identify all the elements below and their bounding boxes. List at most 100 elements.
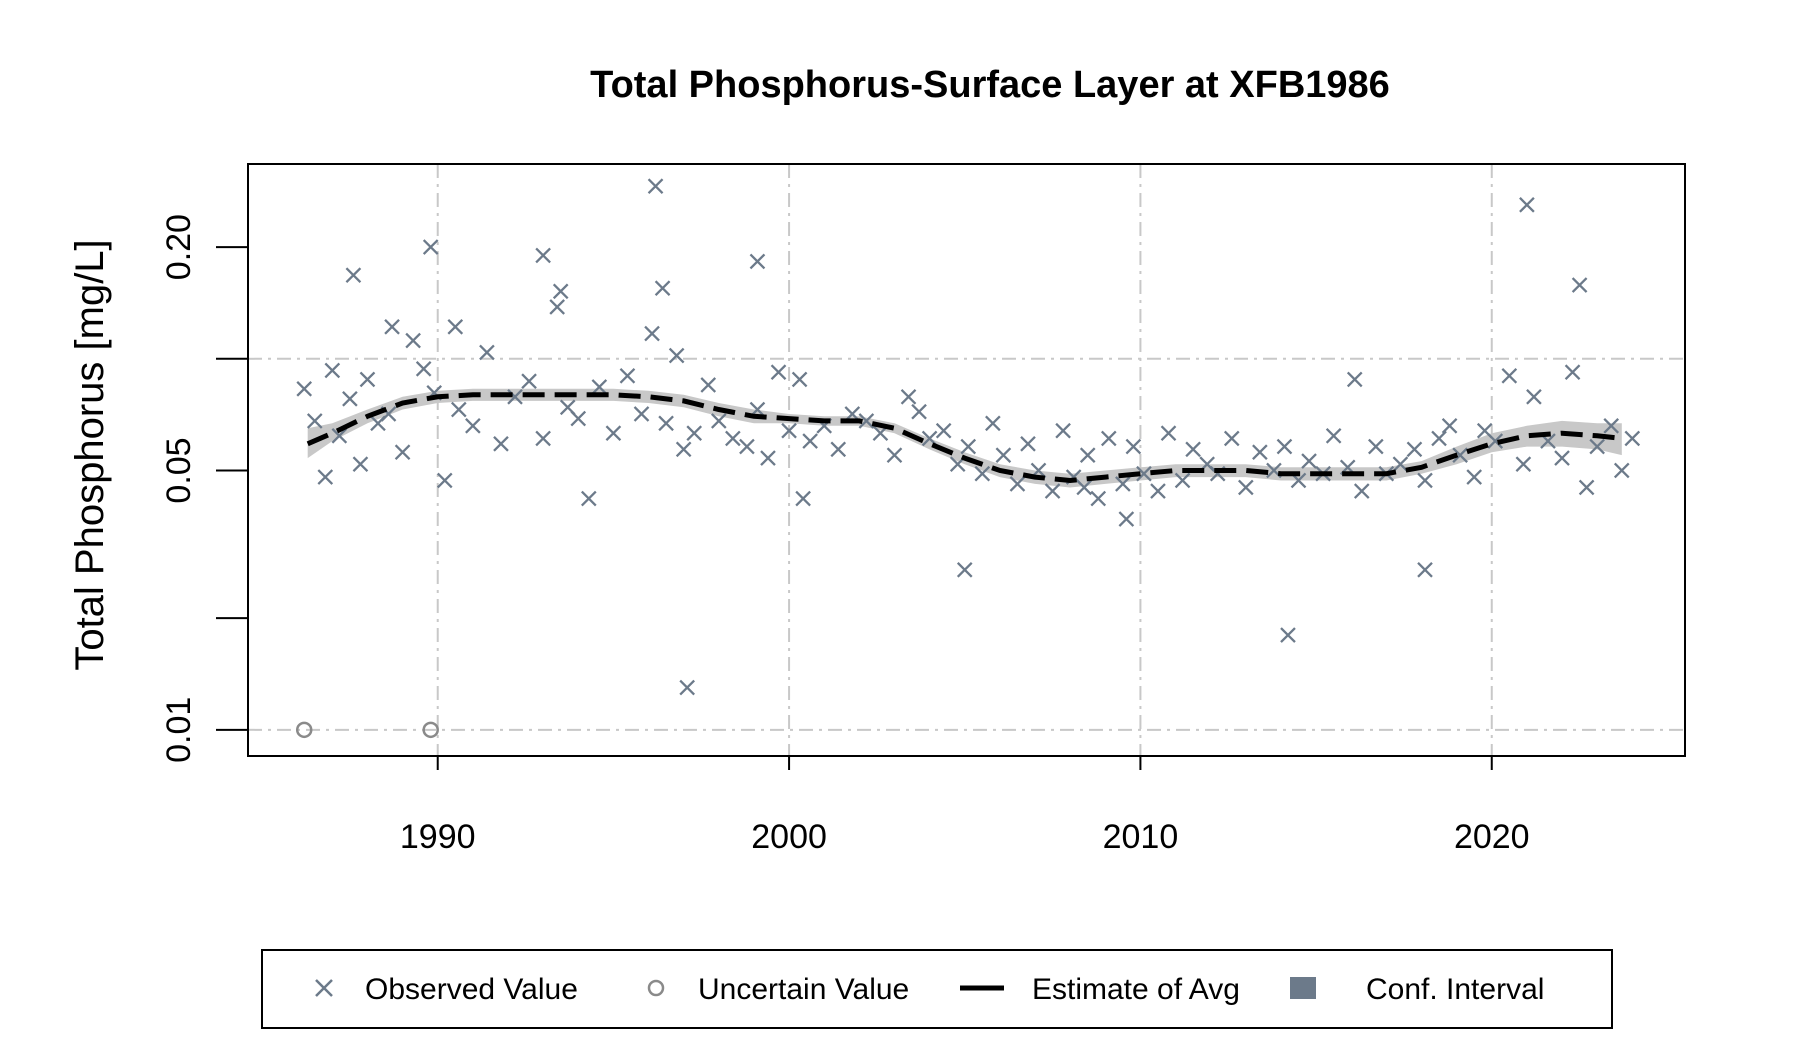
- observed-point: [900, 388, 917, 405]
- observed-point: [1174, 472, 1191, 489]
- observed-point: [342, 391, 358, 407]
- observed-point: [1406, 441, 1423, 458]
- observed-point: [296, 381, 313, 397]
- observed-points: [296, 178, 1641, 696]
- observed-point: [405, 332, 421, 349]
- x-tick-label-2020: 2020: [1454, 818, 1530, 856]
- observed-point: [686, 425, 703, 442]
- observed-point: [1301, 453, 1317, 469]
- observed-point: [1392, 456, 1409, 472]
- observed-point: [1589, 438, 1605, 455]
- legend: Observed Value Uncertain Value Estimate …: [261, 949, 1613, 1029]
- observed-point: [1519, 197, 1535, 213]
- ci-band: [307, 388, 1622, 488]
- observed-point: [1564, 364, 1581, 381]
- observed-point: [679, 679, 695, 696]
- observed-point: [394, 444, 411, 461]
- observed-point: [580, 490, 597, 507]
- observed-point: [675, 441, 692, 458]
- plot-frame: [247, 163, 1686, 757]
- observed-point: [570, 410, 587, 427]
- y-axis: 0.01 0.05 0.20: [160, 214, 248, 763]
- observed-point: [352, 456, 369, 472]
- observed-point: [535, 247, 551, 264]
- observed-point: [535, 430, 551, 447]
- observed-point: [802, 433, 818, 449]
- y-tick-label-0.05: 0.05: [160, 437, 198, 503]
- observed-point: [668, 347, 685, 364]
- observed-point: [521, 373, 537, 390]
- observed-point: [1100, 430, 1117, 447]
- observed-point: [1150, 483, 1166, 499]
- observed-point: [1020, 436, 1036, 452]
- observed-point: [710, 413, 727, 429]
- observed-point: [331, 428, 348, 444]
- observed-point: [1431, 430, 1447, 447]
- uncertain-points: [295, 721, 439, 739]
- legend-item-estimate: Estimate of Avg: [960, 973, 1240, 1006]
- observed-point: [644, 325, 660, 342]
- observed-point: [605, 425, 622, 442]
- observed-point: [507, 388, 523, 405]
- observed-point: [422, 239, 439, 255]
- legend-label-ci: Conf. Interval: [1366, 973, 1544, 1006]
- observed-point: [700, 377, 717, 393]
- observed-point: [725, 430, 741, 447]
- observed-point: [306, 413, 323, 429]
- observed-point: [658, 415, 674, 432]
- legend-label-observed: Observed Value: [365, 973, 578, 1006]
- observed-point: [1578, 479, 1595, 496]
- observed-point: [1353, 483, 1370, 499]
- observed-point: [1417, 561, 1433, 578]
- observed-point: [749, 253, 766, 270]
- observed-point: [1118, 511, 1135, 527]
- observed-point: [1136, 465, 1152, 482]
- observed-point: [1554, 450, 1570, 466]
- observed-point: [591, 379, 608, 395]
- observed-point: [647, 178, 664, 194]
- observed-point: [633, 406, 650, 422]
- observed-point: [781, 422, 797, 439]
- observed-point: [465, 417, 481, 434]
- observed-point: [1466, 469, 1483, 485]
- observed-point: [447, 318, 464, 335]
- observed-point: [956, 561, 973, 578]
- x-tick-label-2010: 2010: [1103, 818, 1179, 856]
- y-axis-label: Total Phosphorus [mg/L]: [68, 239, 112, 670]
- estimate-path: [306, 392, 1623, 484]
- x-axis: 1990 2000 2010 2020: [400, 756, 1530, 856]
- observed-point: [359, 371, 376, 388]
- observed-point: [619, 367, 636, 384]
- observed-point: [1417, 472, 1433, 489]
- observed-point: [1125, 438, 1142, 455]
- estimate-line: [306, 392, 1623, 484]
- observed-point: [345, 267, 362, 284]
- confidence-interval-band: [307, 388, 1622, 488]
- observed-point: [1613, 462, 1630, 479]
- observed-point: [1515, 456, 1532, 472]
- x-tick-label-2000: 2000: [751, 818, 827, 856]
- observed-point: [317, 469, 334, 485]
- observed-point: [858, 413, 875, 429]
- observed-point: [1238, 479, 1254, 496]
- observed-point: [1160, 425, 1177, 442]
- observed-point: [1252, 444, 1268, 461]
- legend-item-uncertain: Uncertain Value: [647, 973, 909, 1006]
- observed-point: [1280, 627, 1296, 643]
- observed-point: [770, 364, 787, 381]
- observed-point: [1603, 417, 1620, 434]
- observed-point: [935, 422, 952, 439]
- observed-point: [1115, 476, 1131, 492]
- observed-point: [1009, 476, 1026, 492]
- observed-point: [1079, 447, 1096, 463]
- observed-point: [1276, 438, 1293, 455]
- legend-label-uncertain: Uncertain Value: [698, 973, 909, 1006]
- observed-point: [1487, 433, 1504, 449]
- observed-point: [450, 401, 467, 418]
- observed-point: [552, 283, 569, 300]
- observed-point: [1044, 483, 1061, 499]
- y-tick-label-0.2: 0.20: [160, 214, 198, 280]
- uncertain-point: [422, 721, 439, 739]
- observed-point: [739, 438, 755, 455]
